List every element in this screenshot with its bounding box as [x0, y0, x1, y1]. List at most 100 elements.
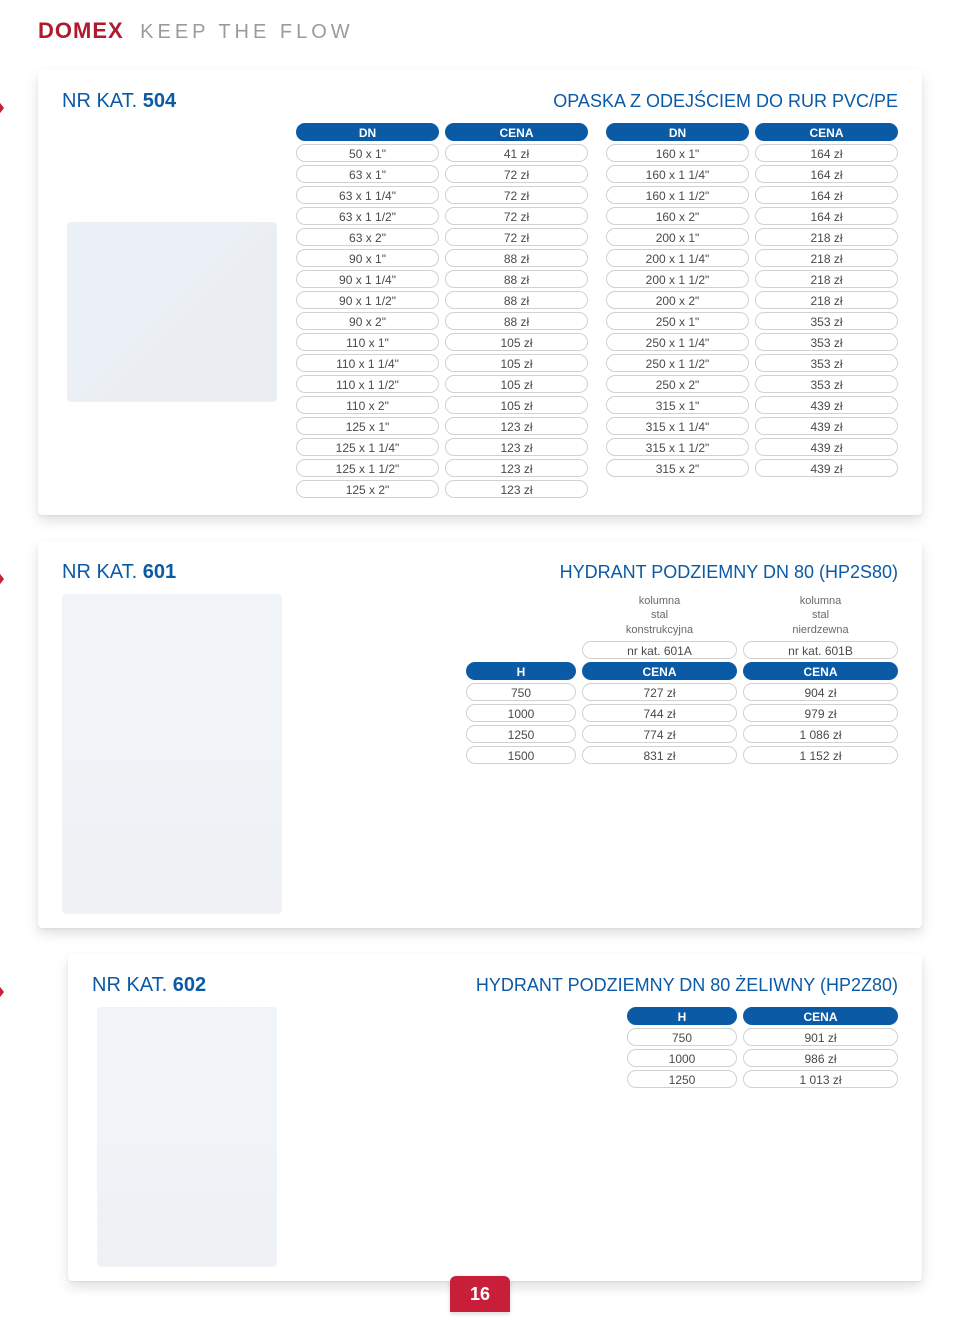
table-row: 250 x 1 1/4"353 zł: [606, 333, 898, 351]
table-row: 90 x 2"88 zł: [296, 312, 588, 330]
table-cell: 90 x 1 1/4": [296, 270, 439, 288]
table-row: 160 x 1 1/2" 164 zł: [606, 186, 898, 204]
table-header-cell: CENA: [743, 1007, 898, 1025]
table-cell: 250 x 1 1/4": [606, 333, 749, 351]
table-cell: 774 zł: [582, 725, 737, 743]
table-cell: 125 x 1 1/2": [296, 459, 439, 477]
table-row: 125 x 1 1/2" 123 zł: [296, 459, 588, 477]
table-cell: 200 x 1": [606, 228, 749, 246]
table-row: 1250 1 013 zł: [627, 1070, 898, 1088]
table-cell: 439 zł: [755, 417, 898, 435]
table-cell: 1250: [627, 1070, 737, 1088]
table-cell: 250 x 2": [606, 375, 749, 393]
table-cell: 72 zł: [445, 207, 588, 225]
table-cell: 831 zł: [582, 746, 737, 764]
table-row: 125 x 1"123 zł: [296, 417, 588, 435]
table-cell: 200 x 1 1/4": [606, 249, 749, 267]
title-601: HYDRANT PODZIEMNY DN 80 (HP2S80): [560, 562, 898, 583]
table-cell: 218 zł: [755, 270, 898, 288]
tables-504: DN CENA 50 x 1"41 zł 63 x 1" 72 zł 63 x 1 1/4…: [296, 123, 898, 501]
table-header-cell: DN: [606, 123, 749, 141]
table-row: 250 x 1"353 zł: [606, 312, 898, 330]
table-cell: 315 x 1 1/2": [606, 438, 749, 456]
table-cell: 315 x 2": [606, 459, 749, 477]
table-row: 125 x 1 1/4" 123 zł: [296, 438, 588, 456]
kat-601: NR KAT. 601: [62, 561, 176, 584]
table-cell: 1000: [627, 1049, 737, 1067]
card-602: NR KAT. 602 HYDRANT PODZIEMNY DN 80 ŻELI…: [68, 954, 922, 1281]
kat-602: NR KAT. 602: [92, 974, 206, 997]
table-cell: 1 152 zł: [743, 746, 898, 764]
table-row: 750727 zł904 zł: [466, 683, 898, 701]
brand-logo: DOMEX: [38, 18, 124, 44]
table-cell: 979 zł: [743, 704, 898, 722]
table-cell: 63 x 1": [296, 165, 439, 183]
table-row: 200 x 2"218 zł: [606, 291, 898, 309]
table-cell: 1250: [466, 725, 576, 743]
table-cell: 1 086 zł: [743, 725, 898, 743]
table-cell: 105 zł: [445, 354, 588, 372]
table-cell: 50 x 1": [296, 144, 439, 162]
subheader-row-601: nr kat. 601A nr kat. 601B: [466, 641, 898, 659]
table-cell: 90 x 1": [296, 249, 439, 267]
table-header-cell: DN: [296, 123, 439, 141]
table-row: 200 x 1 1/4" 218 zł: [606, 249, 898, 267]
table-cell: 110 x 1 1/2": [296, 375, 439, 393]
subhead-601a: nr kat. 601A: [582, 641, 737, 659]
table-504-left: DN CENA 50 x 1"41 zł 63 x 1" 72 zł 63 x 1 1/4…: [296, 123, 588, 501]
table-cell: 123 zł: [445, 480, 588, 498]
card-601-header: NR KAT. 601 HYDRANT PODZIEMNY DN 80 (HP2…: [62, 561, 898, 584]
table-cell: 88 zł: [445, 291, 588, 309]
table-cell: 63 x 2": [296, 228, 439, 246]
table-cell: 164 zł: [755, 165, 898, 183]
product-image-602: [92, 1007, 282, 1267]
col-label-b: kolumnastalnierdzewna: [743, 594, 898, 637]
table-cell: 160 x 1 1/2": [606, 186, 749, 204]
table-cell: 123 zł: [445, 459, 588, 477]
table-cell: 160 x 2": [606, 207, 749, 225]
table-header-cell: CENA: [755, 123, 898, 141]
table-cell: 90 x 1 1/2": [296, 291, 439, 309]
table-row: 110 x 1 1/2" 105 zł: [296, 375, 588, 393]
table-row: 1500 831 zł 1 152 zł: [466, 746, 898, 764]
table-cell: 1 013 zł: [743, 1070, 898, 1088]
table-cell: 72 zł: [445, 228, 588, 246]
table-cell: 439 zł: [755, 438, 898, 456]
table-cell: 63 x 1 1/4": [296, 186, 439, 204]
table-cell: 123 zł: [445, 438, 588, 456]
brand-text: DOMEX: [38, 18, 124, 43]
brand-row: DOMEX KEEP THE FLOW: [38, 18, 922, 44]
table-602: HCENA750901 zł1000986 zł12501 013 zł: [627, 1007, 898, 1088]
table-row: 315 x 1"439 zł: [606, 396, 898, 414]
table-row: 90 x 1"88 zł: [296, 249, 588, 267]
table-header-cell: CENA: [445, 123, 588, 141]
table-cell: 88 zł: [445, 312, 588, 330]
table-cell: 218 zł: [755, 249, 898, 267]
table-row: 90 x 1 1/4"88 zł: [296, 270, 588, 288]
table-cell: 72 zł: [445, 186, 588, 204]
table-header-cell: CENA: [743, 662, 898, 680]
table-row: 63 x 1" 72 zł: [296, 165, 588, 183]
table-cell: 164 zł: [755, 186, 898, 204]
subhead-601b: nr kat. 601B: [743, 641, 898, 659]
col-label-a: kolumnastalkonstrukcyjna: [582, 594, 737, 637]
table-cell: 110 x 2": [296, 396, 439, 414]
table-cell: 125 x 1 1/4": [296, 438, 439, 456]
table-601: HCENACENA750727 zł904 zł1000744 zł979 zł…: [466, 662, 898, 764]
page-footer: 16: [450, 1276, 510, 1312]
table-cell: 105 zł: [445, 375, 588, 393]
table-row: 160 x 1"164 zł: [606, 144, 898, 162]
table-row: 125 x 2"123 zł: [296, 480, 588, 498]
table-cell: 72 zł: [445, 165, 588, 183]
table-cell: 727 zł: [582, 683, 737, 701]
table-cell: 1500: [466, 746, 576, 764]
table-cell: 160 x 1": [606, 144, 749, 162]
product-image-601: [62, 594, 282, 914]
table-cell: 439 zł: [755, 459, 898, 477]
table-row: 63 x 2" 72 zł: [296, 228, 588, 246]
product-image-504: [62, 123, 282, 501]
table-row: 50 x 1"41 zł: [296, 144, 588, 162]
page: DOMEX KEEP THE FLOW NR KAT. 504 OPASKA Z…: [0, 0, 960, 1322]
column-labels-601: kolumnastalkonstrukcyjna kolumnastalnier…: [466, 594, 898, 637]
table-cell: 105 zł: [445, 396, 588, 414]
